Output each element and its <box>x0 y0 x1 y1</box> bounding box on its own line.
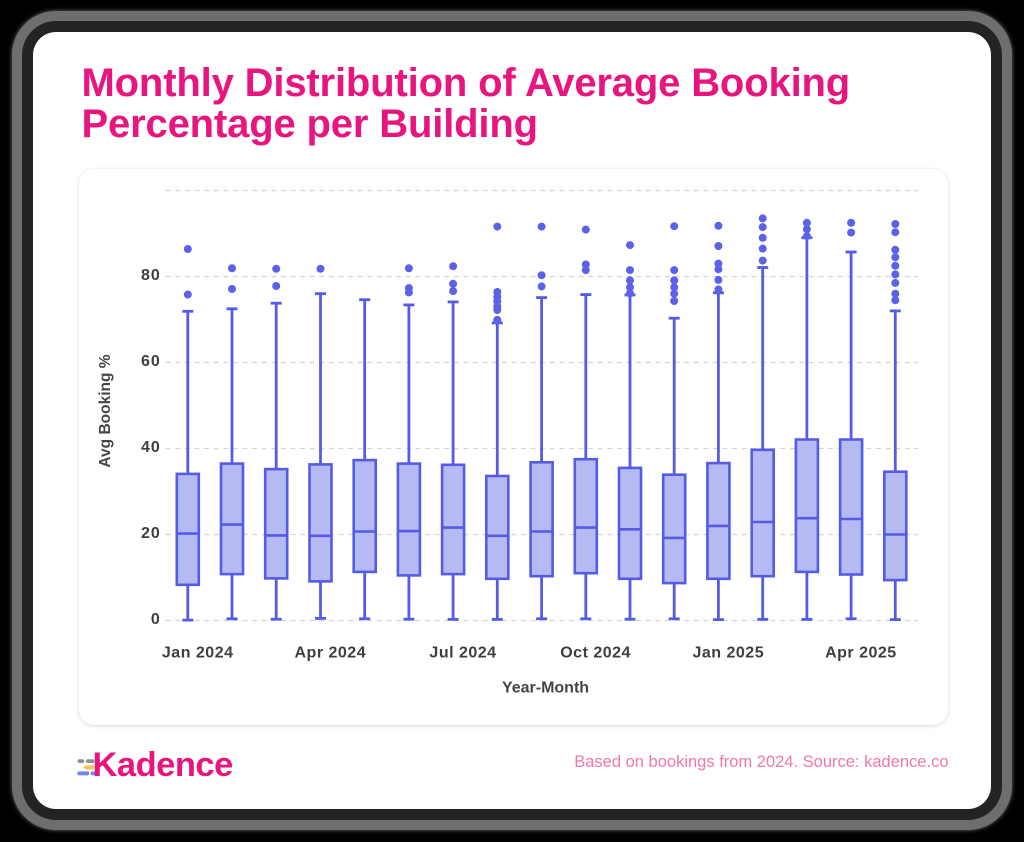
svg-text:Jan 2025: Jan 2025 <box>692 645 764 662</box>
svg-text:80: 80 <box>141 267 161 284</box>
svg-text:Jan 2024: Jan 2024 <box>162 645 234 662</box>
svg-text:40: 40 <box>141 439 161 456</box>
svg-text:Apr 2025: Apr 2025 <box>825 645 897 662</box>
svg-text:20: 20 <box>141 525 161 542</box>
svg-text:Jul 2024: Jul 2024 <box>429 645 496 662</box>
svg-text:Oct 2024: Oct 2024 <box>560 645 631 662</box>
svg-text:0: 0 <box>151 611 161 628</box>
svg-text:60: 60 <box>141 353 161 370</box>
svg-text:Kadence: Kadence <box>93 750 234 782</box>
svg-text:Avg Booking %: Avg Booking % <box>97 354 114 467</box>
svg-text:Apr 2024: Apr 2024 <box>295 645 367 662</box>
svg-text:Year-Month: Year-Month <box>502 680 589 697</box>
